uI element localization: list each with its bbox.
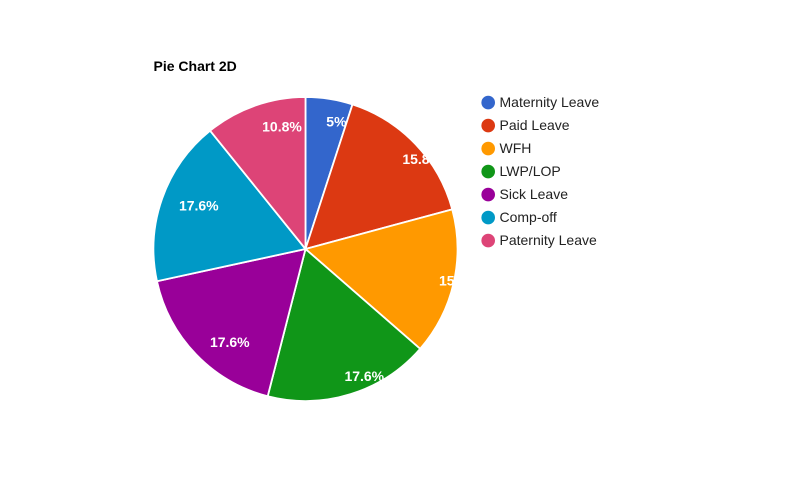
svg-text:17.6%: 17.6%	[210, 334, 250, 350]
svg-text:15.8%: 15.8%	[402, 151, 442, 167]
svg-text:Comp-off: Comp-off	[500, 209, 557, 225]
svg-text:Sick Leave: Sick Leave	[500, 186, 569, 202]
svg-text:LWP/LOP: LWP/LOP	[500, 163, 561, 179]
svg-text:5%: 5%	[326, 113, 347, 129]
svg-text:15.6%: 15.6%	[439, 273, 479, 289]
svg-text:WFH: WFH	[500, 140, 532, 156]
svg-text:Paternity Leave: Paternity Leave	[500, 232, 597, 248]
svg-text:Pie Chart 2D: Pie Chart 2D	[154, 58, 237, 74]
svg-text:17.6%: 17.6%	[344, 368, 384, 384]
svg-text:Paid Leave: Paid Leave	[500, 117, 570, 133]
svg-text:Maternity Leave: Maternity Leave	[500, 94, 600, 110]
svg-text:17.6%: 17.6%	[179, 198, 219, 214]
svg-text:10.8%: 10.8%	[262, 118, 302, 134]
